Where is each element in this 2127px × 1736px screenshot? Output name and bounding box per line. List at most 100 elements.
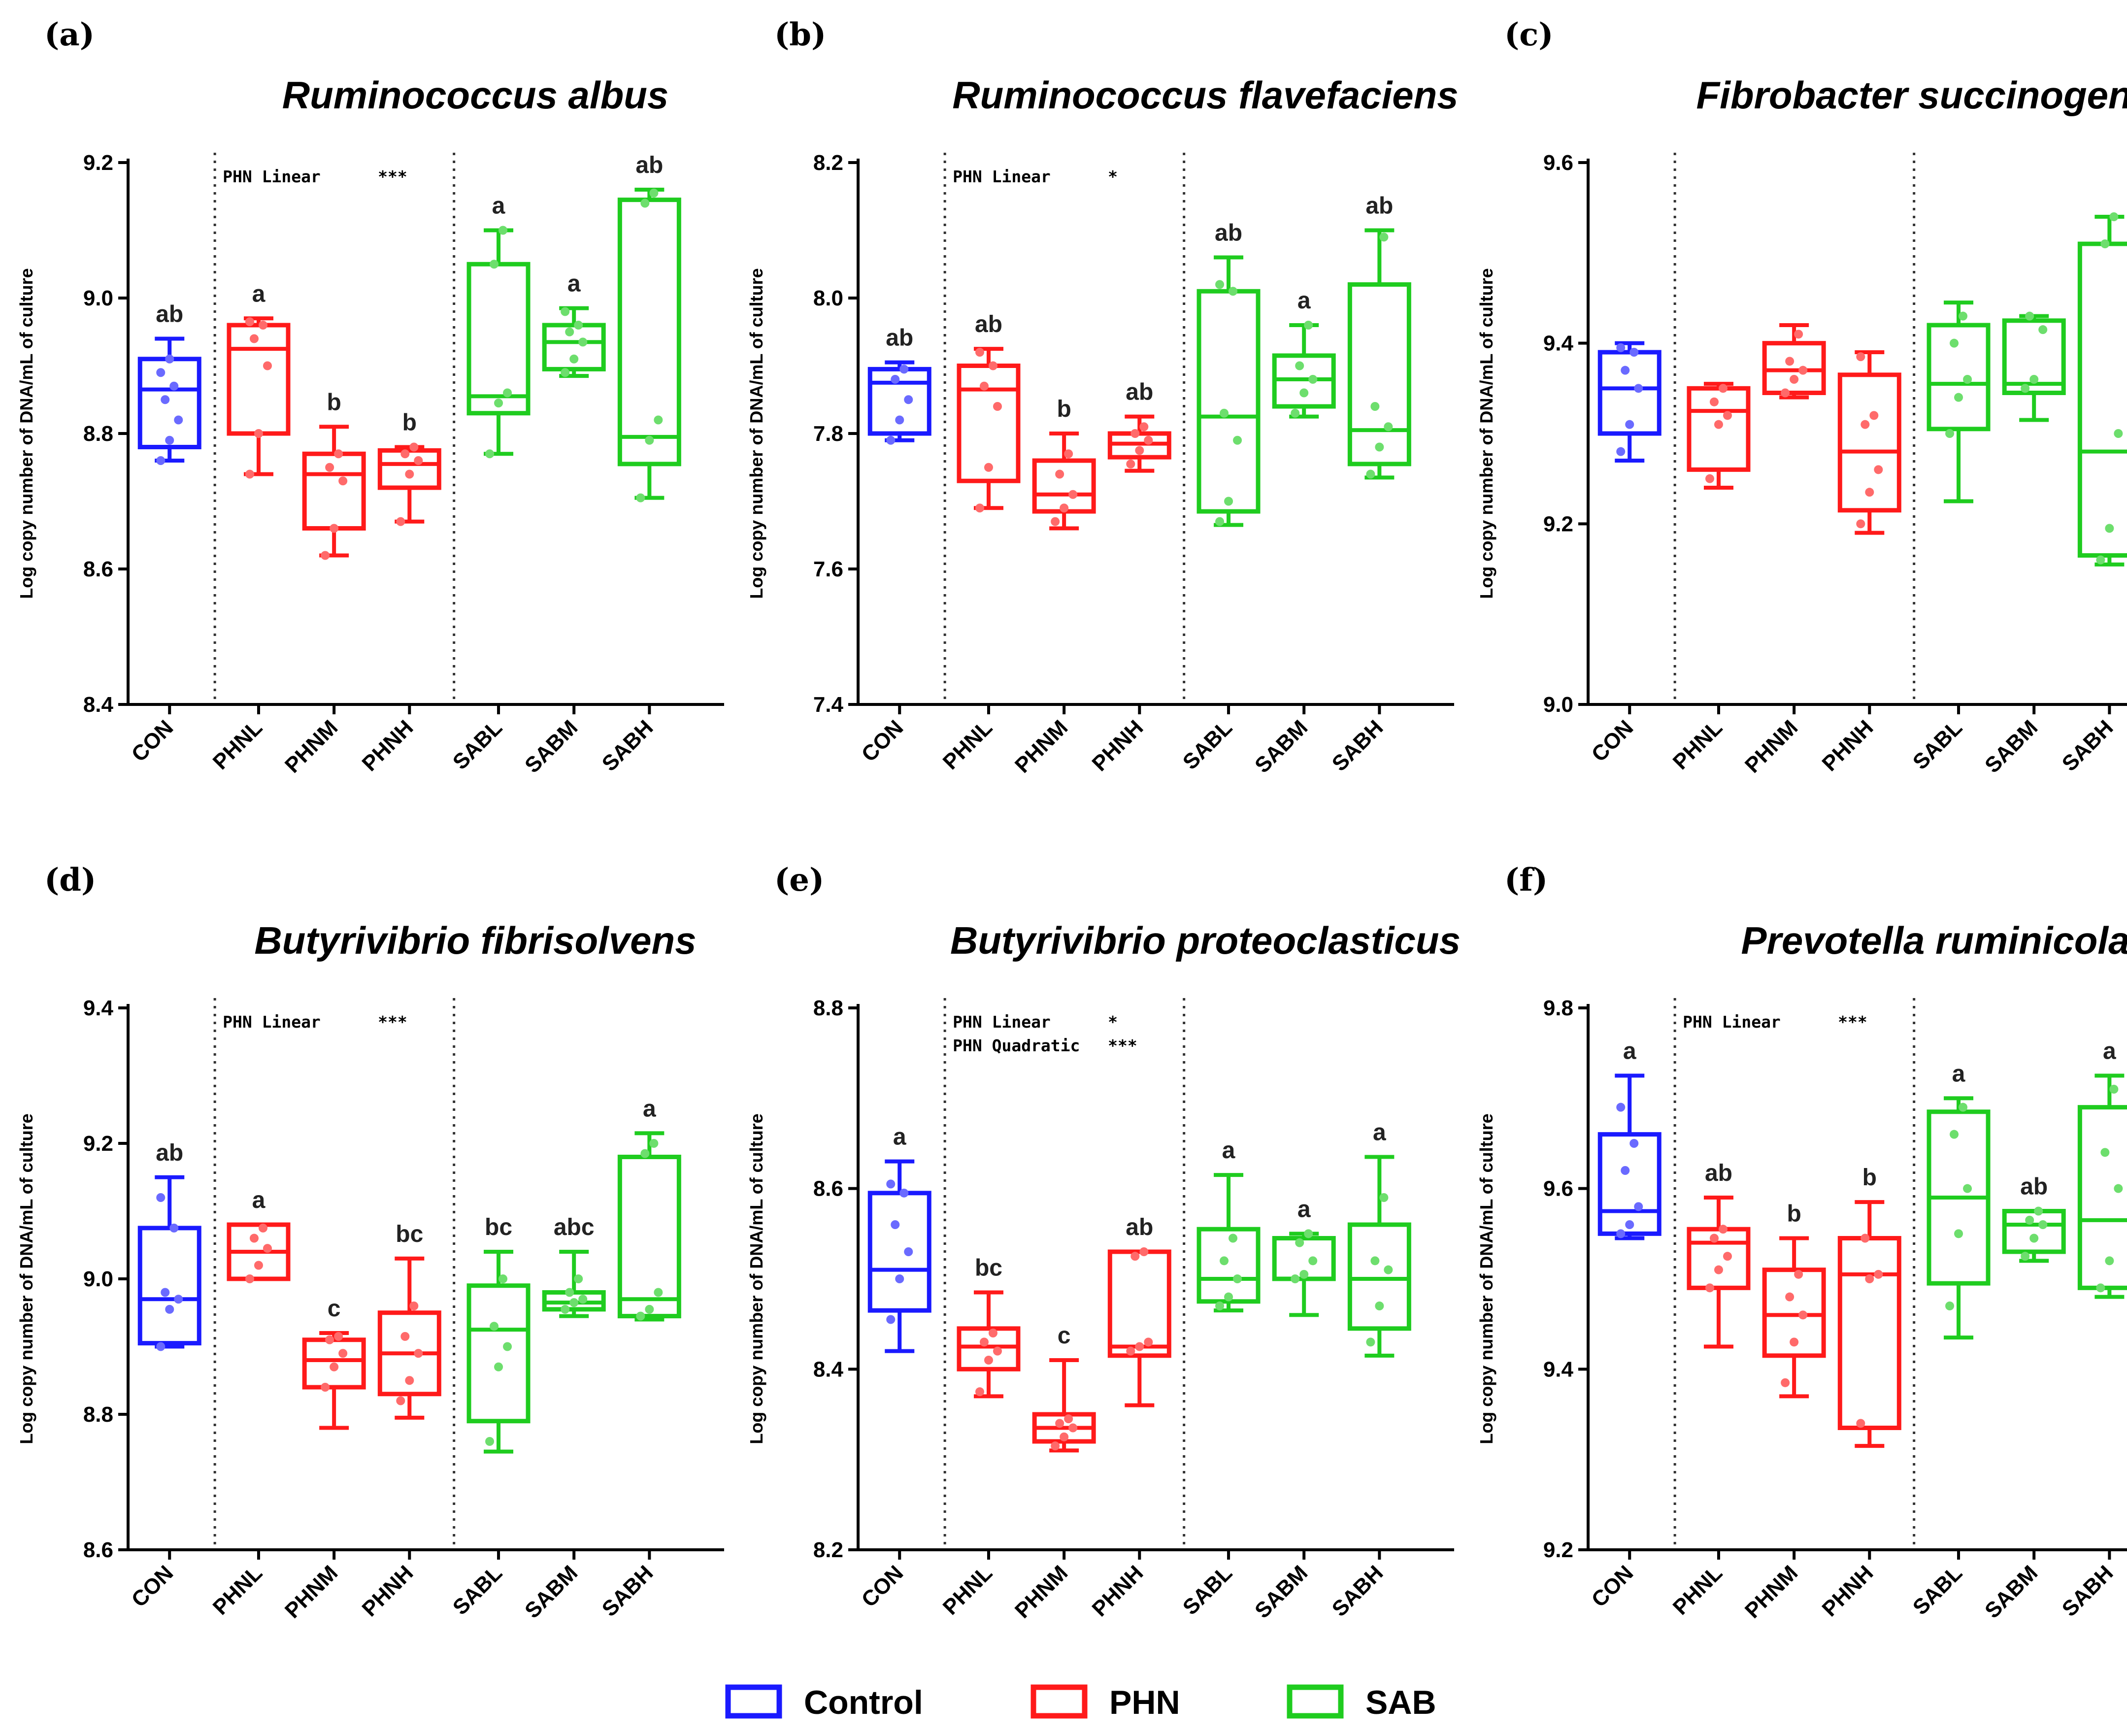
data-point [1616,1229,1625,1238]
y-tick-label: 8.2 [813,1538,843,1562]
data-point [1616,1103,1625,1112]
data-point [1865,488,1874,497]
trend-annotation: PHN Linear [223,1012,321,1032]
box-iqr [229,325,288,434]
data-point [578,1295,587,1303]
legend-swatch-control [728,1687,779,1716]
data-point [1384,422,1393,431]
x-tick-label: PHNM [1740,715,1802,777]
data-point [1621,1166,1629,1175]
x-tick-label: PHNL [208,1561,267,1619]
data-point [1130,1252,1139,1261]
significance-letter: a [1297,1196,1311,1222]
significance-letter: a [252,1187,266,1213]
y-tick-label: 9.0 [83,286,113,310]
data-point [1790,1337,1798,1346]
data-point [1856,352,1865,361]
data-point [565,328,574,336]
data-point [400,1332,409,1341]
x-tick-label: PHNM [1010,715,1072,777]
data-point [654,1288,663,1297]
data-point [1861,1234,1869,1243]
panel-ruminococcus-albus: (a)Ruminococcus albusLog copy number of … [16,16,724,778]
trend-annotation: PHN Quadratic [953,1036,1080,1055]
significance-letter: b [1787,1201,1801,1227]
box-phnh: ab [1110,379,1169,471]
data-point [649,1139,658,1148]
box-iqr [1600,1135,1659,1234]
box-iqr [140,1228,199,1343]
data-point [1135,446,1144,455]
data-point [2038,1220,2047,1229]
box-iqr [2080,1107,2127,1288]
data-point [156,1193,165,1202]
y-tick-label: 9.2 [1543,512,1573,536]
data-point [156,456,165,465]
data-point [1060,1433,1068,1441]
box-sabh [2080,212,2127,565]
box-iqr [2080,244,2127,556]
data-point [1299,1270,1308,1279]
y-tick-label: 9.8 [1543,996,1573,1020]
significance-letter: a [492,193,505,219]
panel-title: Ruminococcus albus [282,73,669,117]
x-tick-label: SABM [1250,1561,1312,1623]
data-point [645,436,654,445]
significance-letter: b [1862,1165,1877,1191]
data-point [1785,357,1794,366]
data-point [499,1274,507,1283]
box-phnh [1840,352,1899,533]
data-point [975,1387,984,1396]
x-tick-label: PHNH [1818,715,1878,776]
box-iqr [1199,291,1258,511]
y-tick-label: 8.4 [813,1357,844,1381]
x-tick-label: CON [857,715,908,767]
box-iqr [620,1157,679,1316]
x-tick-label: SABL [1908,1561,1967,1619]
x-tick-label: SABL [1178,715,1237,774]
data-point [1304,321,1313,330]
data-point [1051,1441,1060,1450]
significance-letter: a [1952,1061,1965,1087]
x-tick-label: SABM [520,1561,582,1623]
trend-annotation: PHN Linear [953,1012,1051,1032]
data-point [1719,384,1728,393]
data-point [904,1247,913,1256]
significance-letter: b [402,410,417,436]
significance-letter: b [327,389,341,415]
data-point [1616,447,1625,456]
data-point [2021,384,2029,393]
significance-letter: ab [1126,379,1153,405]
data-point [250,1234,259,1243]
data-point [1224,1293,1233,1302]
data-point [156,1342,165,1351]
significance-letter: a [567,271,581,297]
data-point [1375,443,1384,452]
significance-letter: ab [1215,220,1242,246]
data-point [485,449,494,458]
data-point [1295,362,1304,370]
data-point [1874,1270,1883,1279]
data-point [1215,517,1224,526]
data-point [156,368,165,377]
legend-label-control: Control [804,1684,923,1721]
data-point [1861,420,1869,429]
data-point [263,1244,272,1253]
significance-letter: ab [156,301,183,328]
box-sabm: a [1274,1196,1333,1315]
data-point [409,443,418,452]
y-tick-label: 8.6 [83,557,113,581]
x-tick-label: PHNL [938,1561,997,1619]
panel-label: (b) [774,16,826,53]
box-iqr [1350,1225,1409,1329]
data-point [165,1305,174,1314]
box-con [1600,343,1659,461]
data-point [2100,239,2109,248]
data-point [338,476,347,485]
data-point [1308,1256,1317,1265]
data-point [1945,429,1954,438]
box-iqr [469,264,528,413]
data-point [1379,1193,1388,1202]
data-point [2096,1283,2105,1292]
x-tick-label: PHNH [1088,715,1148,776]
